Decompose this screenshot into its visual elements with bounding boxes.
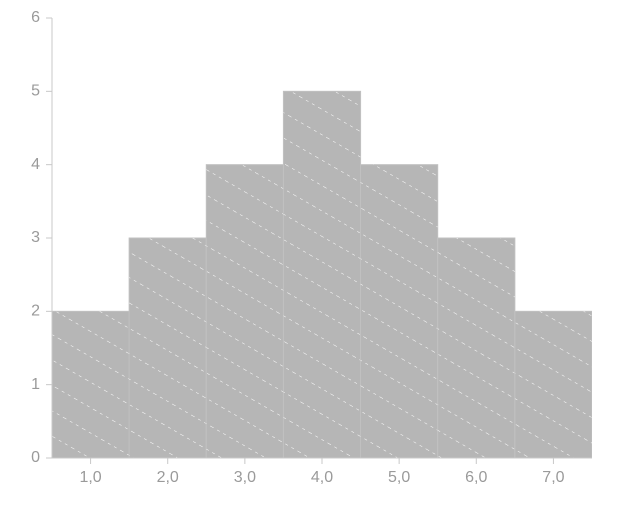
x-tick-label: 1,0 bbox=[79, 469, 101, 486]
bars-group bbox=[52, 91, 592, 458]
y-tick-label: 1 bbox=[31, 376, 40, 393]
y-tick-label: 0 bbox=[31, 449, 40, 466]
x-tick-label: 7,0 bbox=[542, 469, 564, 486]
x-tick-label: 6,0 bbox=[465, 469, 487, 486]
y-tick-label: 6 bbox=[31, 9, 40, 26]
x-tick-label: 2,0 bbox=[157, 469, 179, 486]
x-tick-label: 4,0 bbox=[311, 469, 333, 486]
x-tick-label: 5,0 bbox=[388, 469, 410, 486]
histogram-chart: 0 1 2 3 4 5 6 1,0 2,0 3,0 4,0 5,0 6,0 7,0 bbox=[0, 0, 622, 510]
y-tick-label: 2 bbox=[31, 303, 40, 320]
chart-svg: 0 1 2 3 4 5 6 1,0 2,0 3,0 4,0 5,0 6,0 7,0 bbox=[0, 0, 622, 510]
y-tick-label: 3 bbox=[31, 229, 40, 246]
y-tick-label: 5 bbox=[31, 83, 40, 100]
x-tick-label: 3,0 bbox=[234, 469, 256, 486]
y-tick-label: 4 bbox=[31, 156, 40, 173]
